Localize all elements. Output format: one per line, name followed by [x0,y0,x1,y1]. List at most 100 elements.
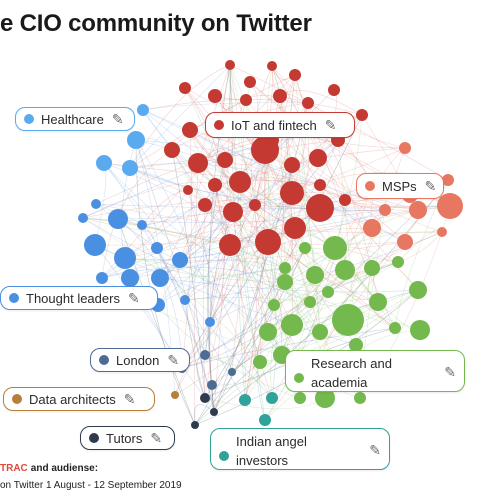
network-edge [157,304,301,399]
network-edge [95,203,451,209]
network-node [96,155,112,171]
pencil-icon[interactable]: ✎ [424,178,437,194]
network-edge [159,277,419,293]
pencil-icon[interactable]: ✎ [167,352,180,368]
network-edge [211,331,321,386]
pencil-icon[interactable]: ✎ [369,442,381,458]
network-node [210,408,218,416]
network-edge [103,162,311,303]
tutors-color-dot [89,433,99,443]
network-node [267,61,277,71]
network-node [314,179,326,191]
network-edge [267,241,277,399]
tag-indian-angel-investors[interactable]: Indian angel investors ✎ [210,428,390,470]
pencil-icon[interactable]: ✎ [444,364,456,380]
network-node [225,60,235,70]
network-edge [269,139,386,211]
tag-label: Healthcare [41,111,104,127]
network-node [198,198,212,212]
network-edge [202,204,206,399]
network-edge [294,74,321,333]
network-edge [135,139,206,356]
network-edge [156,247,215,413]
tag-tutors[interactable]: Tutors ✎ [80,426,175,450]
pencil-icon[interactable]: ✎ [324,117,337,133]
network-node [322,286,334,298]
network-edge [156,247,246,401]
pencil-icon[interactable]: ✎ [150,430,163,446]
network-node [239,394,251,406]
tag-msps[interactable]: MSPs ✎ [356,173,444,199]
indian-angel-investors-color-dot [219,451,229,461]
pencil-icon[interactable]: ✎ [127,290,140,306]
network-node [315,388,335,408]
pencil-icon[interactable]: ✎ [123,391,136,407]
network-node [312,324,328,340]
tag-london[interactable]: London ✎ [90,348,190,372]
network-edge [181,327,396,369]
network-node [114,247,136,269]
network-edge [194,162,199,426]
network-node [294,392,306,404]
network-edge [267,301,379,333]
network-edge [101,149,173,279]
network-edge [157,267,286,306]
network-node [369,293,387,311]
network-node [284,217,306,239]
network-edge [229,64,275,306]
network-edge [187,189,212,323]
network-edge [103,162,189,191]
network-node [240,94,252,106]
tag-thought-leaders[interactable]: Thought leaders ✎ [0,286,158,310]
network-edge [244,204,258,401]
network-node [259,414,271,426]
tag-iot-fintech[interactable]: IoT and fintech ✎ [205,112,355,138]
network-edge [174,102,309,396]
network-node [229,171,251,193]
network-edge [204,192,419,211]
network-node [281,314,303,336]
network-edge [209,184,225,323]
research-academia-color-dot [294,373,304,383]
network-node [253,355,267,369]
tag-data-architects[interactable]: Data architects ✎ [3,387,155,411]
pencil-icon[interactable]: ✎ [111,111,124,127]
tag-label: Data architects [29,391,116,407]
network-edge [82,199,419,219]
network-node [306,266,324,284]
network-edge [194,241,269,426]
network-node [127,131,145,149]
network-node [96,272,108,284]
network-node [299,242,311,254]
network-edge [103,162,215,413]
network-edge [284,261,399,286]
network-node [183,185,193,195]
network-node [437,227,447,237]
network-edge [157,184,373,306]
tag-healthcare[interactable]: Healthcare ✎ [15,107,135,131]
network-node [339,194,351,206]
network-edge [319,184,419,291]
network-node [397,234,413,250]
tag-research-academia[interactable]: Research and academia ✎ [285,350,465,392]
network-edge [213,247,306,413]
network-node [284,157,300,173]
network-node [442,174,454,186]
network-edge [214,184,273,399]
network-node [171,391,179,399]
network-edge [264,199,346,421]
network-edge [194,247,306,426]
network-edge [209,194,411,323]
network-node [137,220,147,230]
brand-audiense: and audiense: [30,463,99,474]
network-node [364,260,380,276]
network-node [266,392,278,404]
network-edge [193,404,215,426]
network-edge [266,65,286,283]
network-node [208,89,222,103]
network-node [84,234,106,256]
network-edge [229,64,266,421]
network-node [289,69,301,81]
network-node [137,104,149,116]
network-node [200,350,210,360]
